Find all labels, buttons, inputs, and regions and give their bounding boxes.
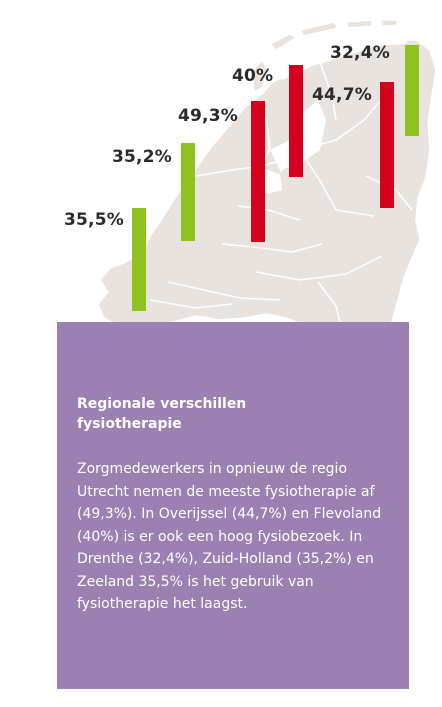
wadden-island-schiermonnikoog bbox=[379, 19, 399, 27]
bar-label-zuid-holland: 35,2% bbox=[112, 147, 172, 167]
info-box: Regionale verschillen fysiotherapie Zorg… bbox=[57, 322, 409, 689]
bar-utrecht bbox=[251, 101, 265, 242]
info-body: Zorgmedewerkers in opnieuw de regio Utre… bbox=[77, 461, 382, 612]
info-title: Regionale verschillen fysiotherapie bbox=[77, 396, 247, 432]
map-borders bbox=[149, 61, 413, 341]
bar-label-zeeland: 35,5% bbox=[64, 210, 124, 230]
bar-label-drenthe: 32,4% bbox=[330, 43, 390, 63]
wadden-island-terschelling bbox=[299, 21, 339, 37]
bar-label-overijssel: 44,7% bbox=[312, 85, 372, 105]
bar-overijssel bbox=[380, 82, 394, 208]
bar-flevoland bbox=[289, 65, 303, 177]
wadden-island-vlieland bbox=[269, 33, 297, 51]
wadden-island-ameland bbox=[345, 19, 373, 29]
bar-zuid-holland bbox=[181, 143, 195, 241]
bar-label-flevoland: 40% bbox=[232, 66, 274, 86]
bar-label-utrecht: 49,3% bbox=[178, 106, 238, 126]
bar-zeeland bbox=[132, 208, 146, 311]
wadden-island-texel bbox=[251, 59, 269, 93]
wadden-sea bbox=[270, 36, 410, 80]
bar-drenthe bbox=[405, 45, 419, 136]
